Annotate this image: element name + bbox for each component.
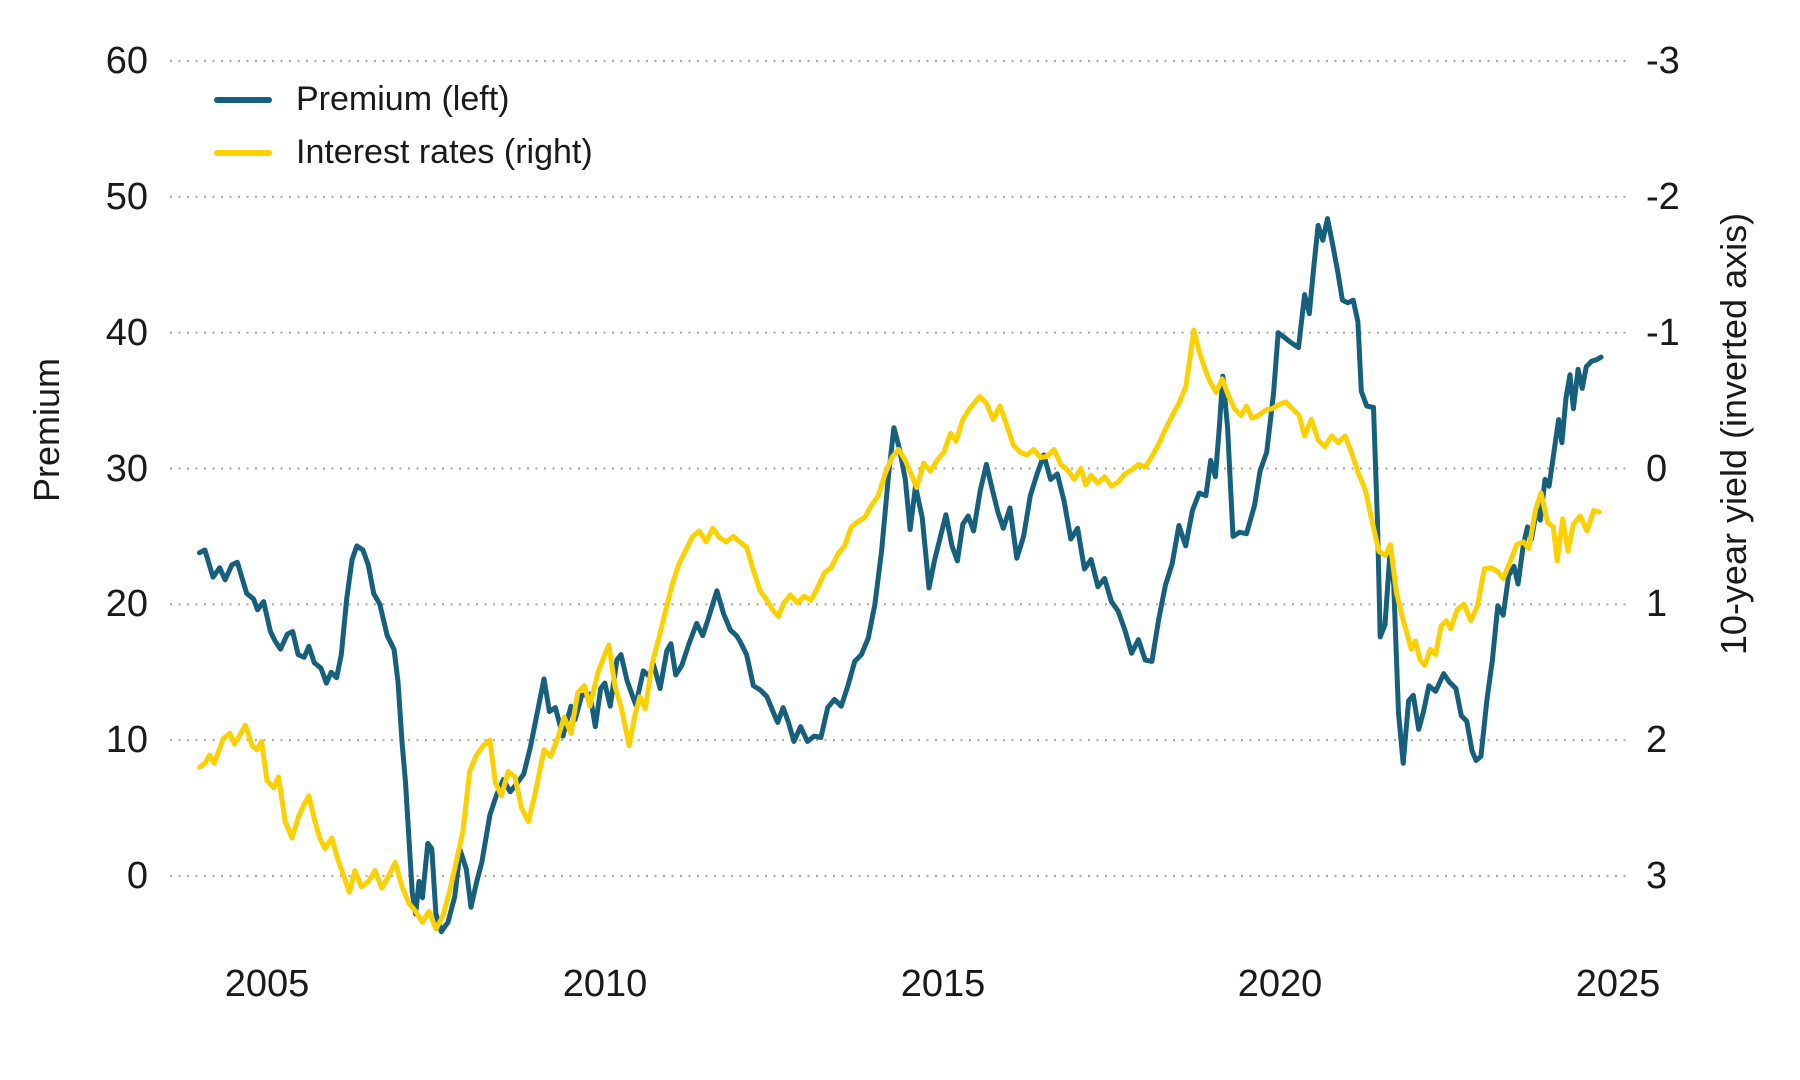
x-tick-label: 2005: [224, 963, 310, 1005]
legend-label-interest-rates: Interest rates (right): [296, 133, 593, 171]
y-left-tick-label: 0: [126, 855, 148, 897]
y-right-tick-label: 1: [1646, 583, 1668, 625]
y-left-tick-label: 40: [105, 312, 148, 354]
legend-swatch-interest-rates-line: [214, 149, 272, 156]
y-right-tick-label: -2: [1646, 176, 1680, 218]
gridlines: [170, 59, 1630, 878]
chart-legend: Premium (left) Interest rates (right): [214, 73, 593, 179]
legend-item-premium: Premium (left): [214, 73, 593, 126]
x-tick-label: 2025: [1575, 963, 1661, 1005]
y-right-tick-label: 2: [1646, 719, 1668, 761]
x-tick-label: 2010: [562, 963, 648, 1005]
y-right-tick-label: -1: [1646, 312, 1680, 354]
y-left-tick-label: 50: [105, 176, 148, 218]
series-lines: [196, 216, 1604, 935]
y-left-tick-label: 60: [105, 40, 148, 82]
legend-label-premium: Premium (left): [296, 80, 510, 118]
y-right-tick-label: -3: [1646, 40, 1680, 82]
x-tick-label: 2020: [1237, 963, 1323, 1005]
y-left-tick-label: 30: [105, 448, 148, 490]
y-right-tick-label: 3: [1646, 855, 1668, 897]
legend-item-interest-rates: Interest rates (right): [214, 126, 593, 179]
y-left-tick-label: 10: [105, 719, 148, 761]
legend-swatch-premium-line: [214, 96, 272, 103]
interest-rates-series-line: [196, 327, 1602, 932]
y-right-tick-label: 0: [1646, 448, 1668, 490]
premium-series-line: [196, 216, 1604, 935]
x-tick-label: 2015: [900, 963, 986, 1005]
y-left-tick-label: 20: [105, 583, 148, 625]
